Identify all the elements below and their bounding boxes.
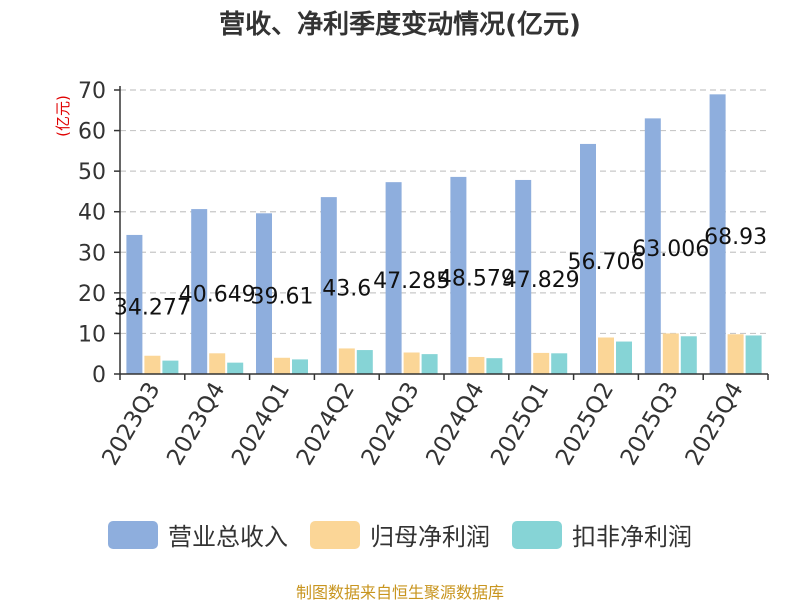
bar bbox=[515, 179, 532, 374]
bar bbox=[468, 356, 485, 374]
bar bbox=[662, 333, 679, 374]
data-label: 34.277 bbox=[114, 295, 191, 320]
bar bbox=[191, 209, 208, 374]
source-note: 制图数据来自恒生聚源数据库 bbox=[295, 583, 504, 602]
bar bbox=[292, 359, 308, 374]
bar bbox=[320, 197, 337, 374]
x-tick-label: 2025Q1 bbox=[486, 378, 554, 470]
bar bbox=[126, 234, 143, 374]
legend-item[interactable]: 扣非净利润 bbox=[512, 517, 692, 552]
data-label: 47.829 bbox=[503, 268, 580, 293]
x-tick-label: 2025Q4 bbox=[681, 378, 749, 470]
legend-item[interactable]: 营业总收入 bbox=[108, 517, 288, 552]
bar bbox=[338, 348, 355, 374]
data-label: 56.706 bbox=[568, 250, 645, 275]
bar bbox=[403, 352, 420, 374]
bar bbox=[709, 94, 726, 375]
x-tick-label: 2024Q4 bbox=[421, 378, 489, 470]
y-tick-label: 60 bbox=[78, 120, 106, 145]
bar bbox=[598, 337, 614, 374]
bar bbox=[727, 334, 744, 374]
y-tick-label: 50 bbox=[78, 160, 106, 185]
y-axis-unit-label: (亿元) bbox=[54, 95, 72, 137]
data-label: 68.93 bbox=[704, 225, 767, 250]
data-label: 47.285 bbox=[373, 269, 450, 294]
bar bbox=[680, 336, 697, 374]
bar bbox=[450, 176, 467, 374]
bar bbox=[616, 341, 632, 374]
y-tick-label: 30 bbox=[78, 241, 106, 266]
bar bbox=[227, 362, 244, 374]
x-tick-label: 2024Q1 bbox=[227, 378, 295, 470]
data-label: 63.006 bbox=[632, 237, 709, 262]
bar bbox=[644, 118, 661, 374]
chart-title: 营收、净利季度变动情况(亿元) bbox=[219, 10, 581, 40]
bar bbox=[144, 355, 161, 374]
x-tick-label: 2024Q2 bbox=[292, 378, 360, 470]
y-tick-label: 20 bbox=[78, 282, 106, 307]
bar bbox=[162, 360, 179, 374]
bar bbox=[209, 353, 226, 374]
data-label: 48.579 bbox=[438, 266, 515, 291]
chart-legend: 营业总收入 归母净利润 扣非净利润 bbox=[0, 517, 800, 552]
y-tick-label: 0 bbox=[92, 363, 106, 388]
bar bbox=[356, 350, 373, 374]
bar bbox=[256, 213, 272, 374]
bar bbox=[551, 353, 568, 374]
x-tick-label: 2023Q3 bbox=[97, 378, 165, 470]
x-tick-label: 2025Q3 bbox=[616, 378, 684, 470]
y-tick-label: 70 bbox=[78, 79, 106, 104]
data-label: 39.61 bbox=[251, 285, 314, 310]
x-tick-label: 2025Q2 bbox=[551, 378, 619, 470]
legend-swatch bbox=[108, 520, 158, 549]
legend-swatch bbox=[512, 520, 562, 549]
bar bbox=[486, 358, 503, 374]
bar bbox=[385, 182, 402, 374]
legend-label: 归母净利润 bbox=[370, 523, 490, 551]
bar bbox=[274, 357, 290, 374]
data-label: 43.6 bbox=[322, 277, 371, 302]
bar bbox=[580, 143, 596, 374]
bar bbox=[533, 352, 550, 374]
x-tick-label: 2023Q4 bbox=[162, 378, 230, 470]
y-tick-label: 40 bbox=[78, 201, 106, 226]
legend-item[interactable]: 归母净利润 bbox=[310, 517, 490, 552]
y-tick-label: 10 bbox=[78, 322, 106, 347]
data-label: 40.649 bbox=[179, 283, 256, 308]
bar bbox=[745, 335, 762, 374]
legend-label: 扣非净利润 bbox=[572, 523, 692, 551]
x-tick-label: 2024Q3 bbox=[357, 378, 425, 470]
legend-swatch bbox=[310, 520, 360, 549]
bar bbox=[421, 354, 438, 374]
legend-label: 营业总收入 bbox=[168, 523, 288, 551]
